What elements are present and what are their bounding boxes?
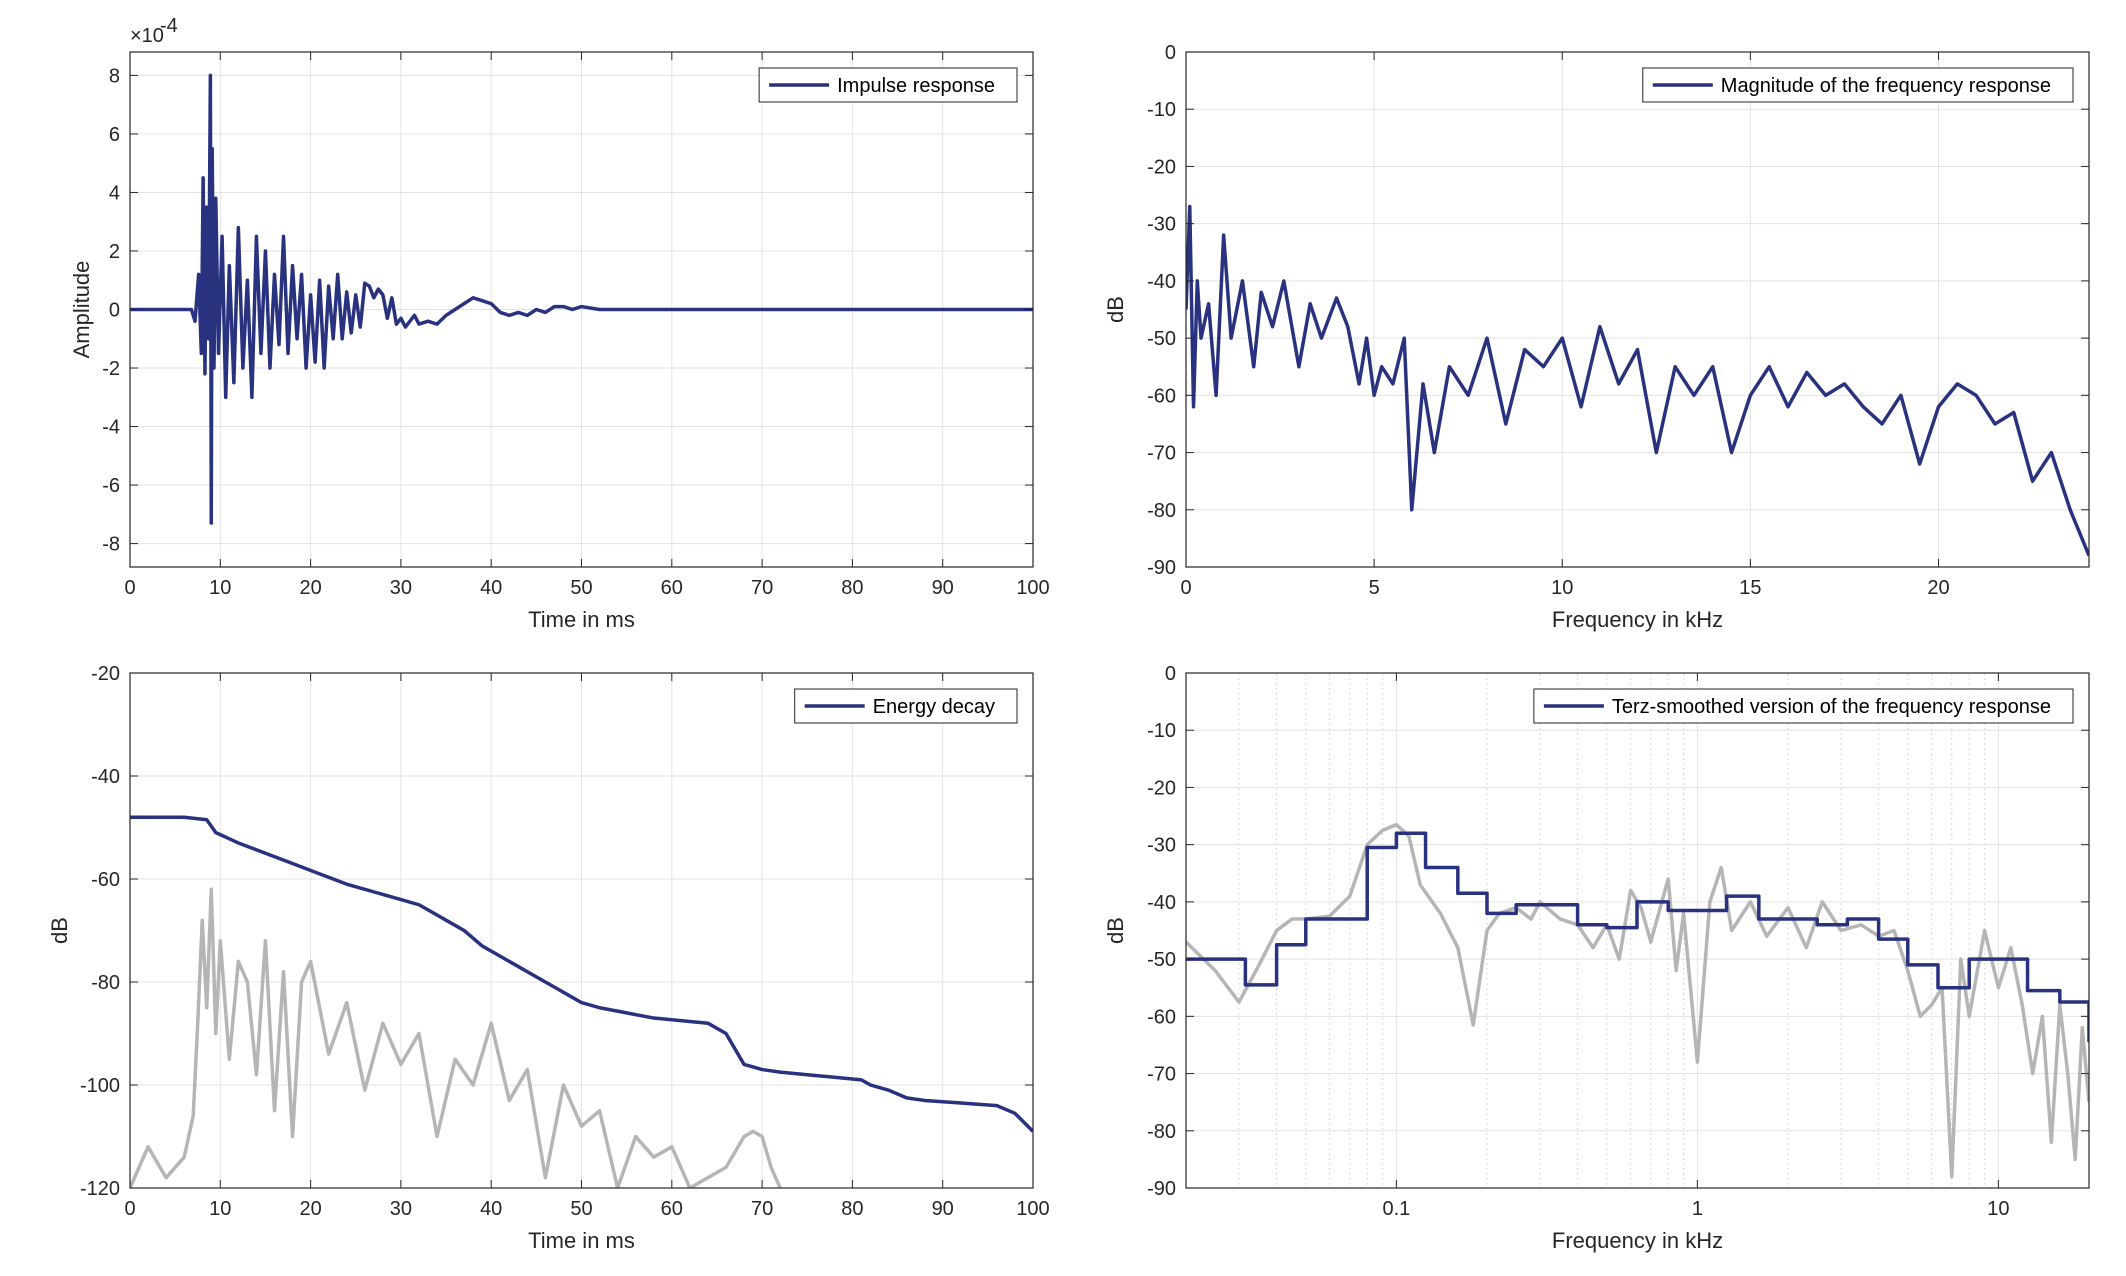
plot-area	[1186, 673, 2089, 1188]
x-tick-label: 100	[1016, 577, 1049, 599]
x-tick-label: 100	[1016, 1198, 1049, 1220]
x-tick-label: 5	[1369, 577, 1380, 599]
series-line-impulse-response	[130, 73, 1033, 525]
y-tick-label: -120	[80, 1178, 120, 1200]
x-tick-label: 40	[480, 577, 502, 599]
x-tick-label: 20	[299, 1198, 321, 1220]
x-tick-label: 0	[124, 1198, 135, 1220]
y-tick-label: -70	[1147, 1064, 1176, 1086]
series-line-unsmoothed	[1186, 822, 2089, 1179]
y-tick-label: -20	[1147, 777, 1176, 799]
x-tick-label: 60	[661, 1198, 683, 1220]
y-tick-label: 0	[1165, 663, 1176, 685]
x-tick-label: 70	[751, 1198, 773, 1220]
y-axis-label: dB	[1103, 917, 1128, 944]
x-tick-label: 60	[661, 577, 683, 599]
x-tick-label: 90	[932, 1198, 954, 1220]
x-tick-label: 70	[751, 577, 773, 599]
x-tick-label: 30	[390, 577, 412, 599]
x-tick-label: 1	[1692, 1198, 1703, 1220]
x-tick-label: 10	[209, 1198, 231, 1220]
x-tick-label: 10	[1987, 1198, 2009, 1220]
series-line-magnitude-of-the-frequency-response	[1186, 204, 2089, 557]
series-line-energy-decay	[130, 815, 1033, 1133]
y-tick-label: -60	[1147, 1006, 1176, 1028]
y-tick-label: -40	[1147, 271, 1176, 293]
x-axis-label: Time in ms	[528, 607, 635, 632]
y-axis-label: dB	[1103, 296, 1128, 323]
y-tick-label: -8	[102, 534, 120, 556]
y-tick-label: -40	[91, 766, 120, 788]
impulse-response-panel: 0 10 20 30 40 50 60 70 80 90 100 -8 -6 -4 -2 0 2 4 6 8 Time …	[69, 15, 1050, 632]
y-tick-label: -10	[1147, 720, 1176, 742]
y-tick-label: -50	[1147, 328, 1176, 350]
y-tick-label: -70	[1147, 443, 1176, 465]
terz-smoothed-panel: 0.1 1 10 0 -10 -20 -30 -40 -50 -60 -70 -80 -90 Freque…	[1103, 663, 2090, 1253]
x-tick-label: 30	[390, 1198, 412, 1220]
y-tick-label: -2	[102, 358, 120, 380]
x-axis-label: Time in ms	[528, 1228, 635, 1253]
plot-area	[1186, 52, 2089, 567]
y-tick-label: 0	[1165, 42, 1176, 64]
y-tick-label: -4	[102, 417, 120, 439]
exponent-label: ×10	[130, 25, 164, 47]
legend-label: Impulse response	[837, 75, 995, 97]
x-tick-label: 50	[570, 577, 592, 599]
y-tick-label: 4	[109, 182, 120, 204]
y-tick-label: -80	[1147, 500, 1176, 522]
x-axis-label: Frequency in kHz	[1552, 607, 1723, 632]
y-tick-label: 0	[109, 300, 120, 322]
y-tick-label: -20	[91, 663, 120, 685]
x-tick-label: 90	[932, 577, 954, 599]
x-tick-label: 0	[1180, 577, 1191, 599]
x-tick-label: 20	[1927, 577, 1949, 599]
x-tick-label: 20	[299, 577, 321, 599]
y-tick-label: -20	[1147, 156, 1176, 178]
y-axis-label: dB	[47, 917, 72, 944]
y-tick-label: -90	[1147, 1178, 1176, 1200]
x-tick-label: 15	[1739, 577, 1761, 599]
x-tick-label: 50	[570, 1198, 592, 1220]
energy-decay-panel: 0 10 20 30 40 50 60 70 80 90 100 -20 -40 -60 -80 -100 -1…	[47, 663, 1050, 1253]
series-line-terz-smoothed-version-of-the-frequency-response	[1186, 831, 2089, 1043]
x-tick-label: 10	[209, 577, 231, 599]
y-tick-label: -10	[1147, 99, 1176, 121]
y-tick-label: -50	[1147, 949, 1176, 971]
magnitude-response-panel: 0 5 10 15 20 0 -10 -20 -30 -40 -50 -60 -70 -80 -90 Freq…	[1103, 42, 2090, 632]
y-tick-label: 6	[109, 124, 120, 146]
legend-label: Terz-smoothed version of the frequency r…	[1612, 696, 2051, 718]
y-tick-label: -60	[1147, 385, 1176, 407]
y-tick-label: -6	[102, 475, 120, 497]
y-tick-label: -40	[1147, 892, 1176, 914]
y-tick-label: 2	[109, 241, 120, 263]
legend-box	[1533, 688, 2074, 724]
legend-box	[1642, 67, 2074, 103]
x-tick-label: 80	[841, 1198, 863, 1220]
axes-box	[1185, 51, 2090, 568]
y-tick-label: -100	[80, 1075, 120, 1097]
legend-label: Energy decay	[873, 696, 995, 718]
axes-box	[1185, 672, 2090, 1189]
y-tick-label: -80	[91, 972, 120, 994]
x-tick-label: 0.1	[1382, 1198, 1410, 1220]
x-axis-label: Frequency in kHz	[1552, 1228, 1723, 1253]
exponent-value: -4	[160, 15, 178, 37]
x-tick-label: 10	[1551, 577, 1573, 599]
x-tick-label: 0	[124, 577, 135, 599]
y-tick-label: -90	[1147, 557, 1176, 579]
series-line-unsmoothed	[130, 887, 782, 1188]
y-tick-label: -80	[1147, 1121, 1176, 1143]
y-axis-label: Amplitude	[69, 261, 94, 359]
y-tick-label: -30	[1147, 214, 1176, 236]
y-tick-label: -60	[91, 869, 120, 891]
legend-label: Magnitude of the frequency response	[1721, 75, 2051, 97]
y-tick-label: -30	[1147, 835, 1176, 857]
x-tick-label: 40	[480, 1198, 502, 1220]
y-tick-label: 8	[109, 65, 120, 87]
x-tick-label: 80	[841, 577, 863, 599]
